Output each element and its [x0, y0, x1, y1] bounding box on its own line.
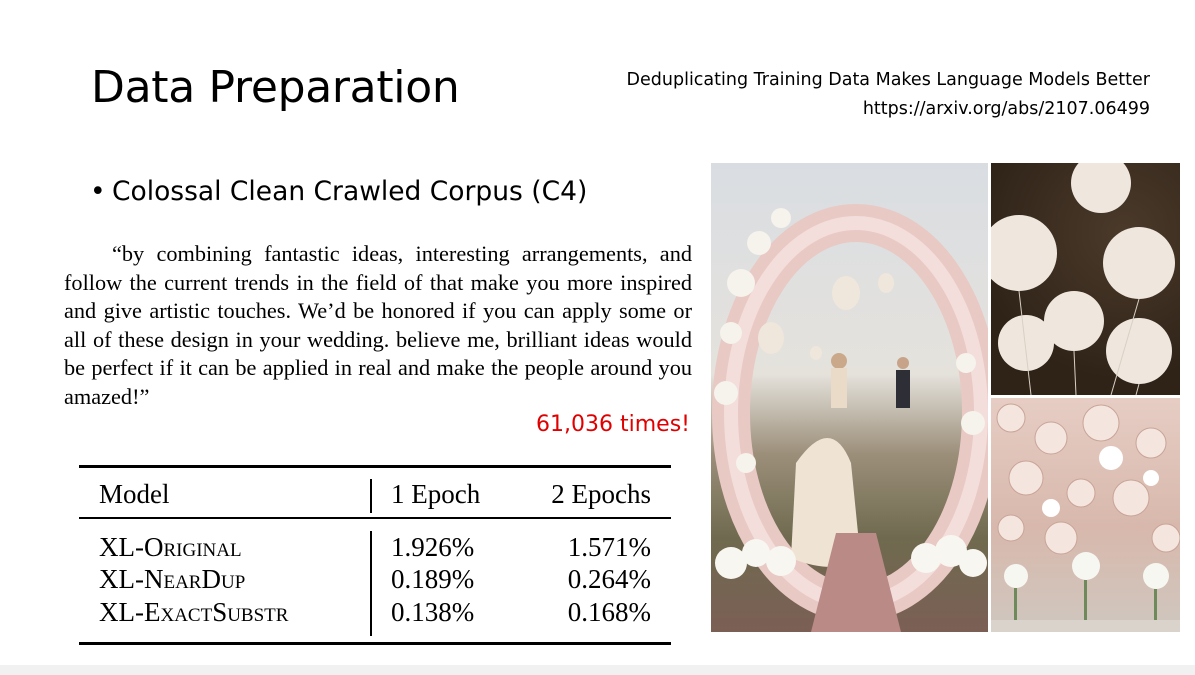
table-cell-2-epochs: 1.571% [567, 532, 651, 562]
c4-quote-text: “by combining fantastic ideas, interesti… [64, 241, 692, 409]
bullet-dot-icon: • [90, 176, 106, 207]
table-cell-1-epoch: 0.189% [391, 564, 475, 594]
repeat-count: 61,036 times! [536, 412, 690, 437]
paper-title: Deduplicating Training Data Makes Langua… [626, 70, 1150, 90]
table-header-rule [79, 517, 671, 519]
table-header-model: Model [99, 479, 170, 509]
bullet-item: • Colossal Clean Crawled Corpus (C4) [90, 176, 587, 207]
paper-url: https://arxiv.org/abs/2107.06499 [862, 99, 1150, 119]
slide-title: Data Preparation [91, 62, 460, 113]
table-body-divider [370, 531, 372, 636]
table-cell-model: XL-Original [99, 532, 242, 562]
table-cell-2-epochs: 0.168% [567, 597, 651, 627]
table-top-rule [79, 465, 671, 468]
table-cell-model: XL-NearDup [99, 564, 246, 594]
table-cell-1-epoch: 0.138% [391, 597, 475, 627]
paper-petal-wall-photo [991, 398, 1180, 632]
table-bottom-rule [79, 642, 671, 645]
paper-reference: Deduplicating Training Data Makes Langua… [627, 66, 1150, 124]
wedding-arch-photo [711, 163, 988, 632]
bullet-text: Colossal Clean Crawled Corpus (C4) [112, 176, 588, 207]
slide-bottom-bar [0, 665, 1195, 675]
table-cell-1-epoch: 1.926% [391, 532, 475, 562]
table-header-divider [370, 479, 372, 513]
table-header-2-epochs: 2 Epochs [551, 479, 651, 509]
table-cell-model: XL-ExactSubstr [99, 597, 289, 627]
table-header-1-epoch: 1 Epoch [391, 479, 481, 509]
table-cell-2-epochs: 0.264% [567, 564, 651, 594]
white-balloons-photo [991, 163, 1180, 395]
